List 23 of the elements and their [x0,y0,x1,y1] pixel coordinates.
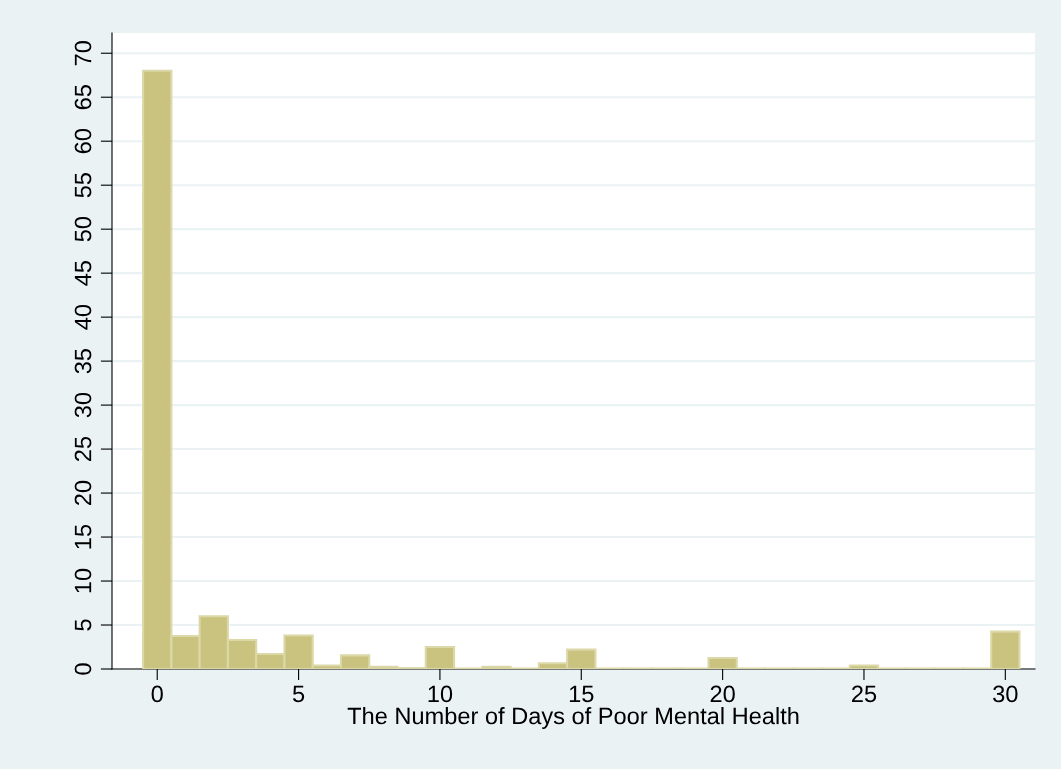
y-tick-label: 15 [74,524,92,549]
y-tick-label: 5 [74,619,92,631]
x-axis-title: The Number of Days of Poor Mental Health [347,706,799,729]
y-tick-label: 10 [74,568,92,593]
y-tick-label: 35 [74,348,92,374]
x-tick-label: 20 [710,685,735,703]
x-tick-label: 25 [852,685,877,703]
y-tick-label: 60 [74,128,92,154]
y-tick-label: 40 [74,304,92,330]
x-tick-label: 0 [151,685,163,703]
y-tick-label: 65 [74,85,92,110]
x-tick-label: 5 [292,685,305,703]
y-tick-label: 70 [74,41,92,66]
x-tick-label: 10 [428,685,453,703]
y-tick-label: 50 [74,216,92,242]
y-tick-label: 20 [74,480,92,506]
y-tick-label: 25 [74,436,92,462]
x-tick-label: 15 [569,685,594,703]
y-tick-label: 0 [74,663,92,675]
y-tick-label: 45 [74,261,92,286]
x-tick-label: 30 [993,685,1018,703]
y-tick-label: 30 [74,392,92,418]
y-tick-label: 55 [74,173,92,198]
